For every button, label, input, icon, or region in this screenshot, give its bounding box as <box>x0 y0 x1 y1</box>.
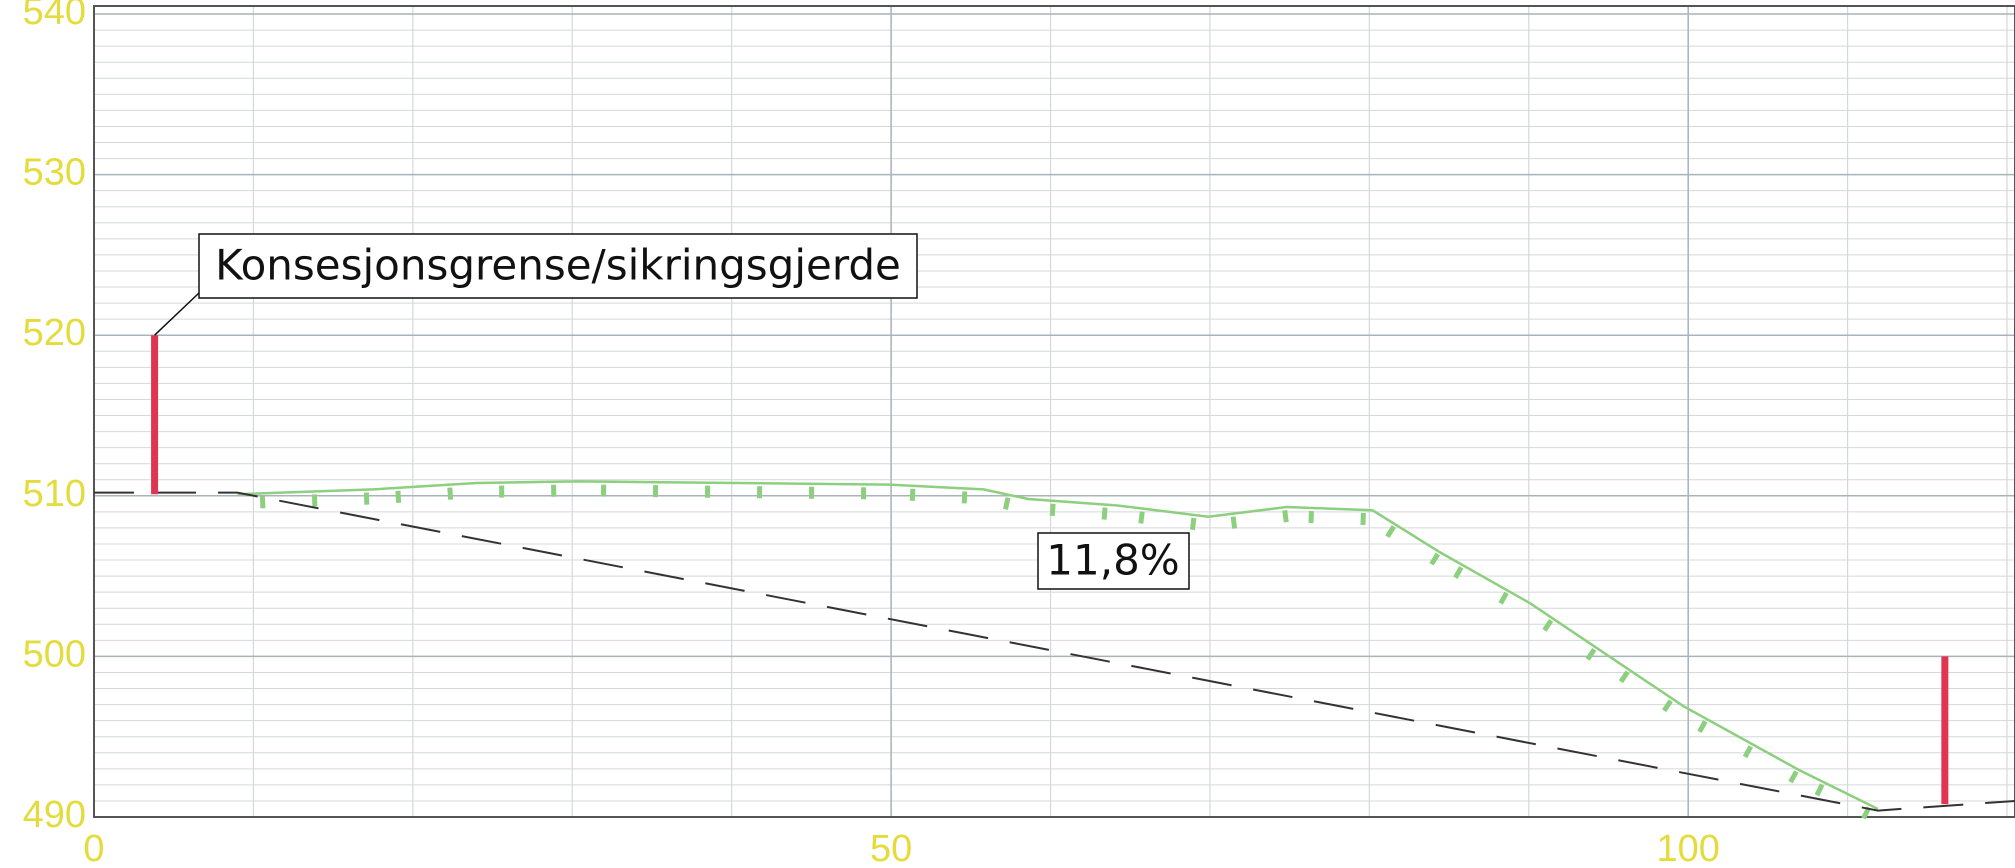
hatch <box>1697 720 1708 733</box>
annotation-box <box>198 233 918 299</box>
hatch <box>961 491 968 504</box>
hatch <box>1189 517 1197 531</box>
hatch <box>1385 525 1396 538</box>
hatch <box>1742 745 1754 759</box>
hatch <box>1618 670 1630 684</box>
hatch <box>1282 509 1289 523</box>
annotation: Konsesjonsgrense/sikringsgjerde <box>215 241 901 290</box>
plot-frame <box>93 5 2015 818</box>
x-tick-label: 0 <box>83 828 104 868</box>
x-tick-label: 100 <box>1656 828 1719 868</box>
annotation: 11,8% <box>1046 536 1179 585</box>
profile-line <box>94 491 2015 812</box>
hatch <box>909 488 916 501</box>
x-tick-label: 50 <box>870 828 912 868</box>
profile-line <box>237 480 1879 811</box>
leader-line <box>154 291 201 336</box>
hatch <box>1542 618 1554 632</box>
hatch <box>395 490 402 503</box>
hatch <box>1662 699 1673 713</box>
hatch <box>1788 770 1799 784</box>
hatch <box>1585 647 1597 661</box>
hatch <box>1049 503 1056 516</box>
annotation-box <box>1037 532 1190 590</box>
hatch <box>1814 783 1825 797</box>
y-tick-label: 540 <box>23 0 86 33</box>
y-tick-label: 500 <box>23 633 86 675</box>
hatch <box>1230 516 1238 529</box>
hatch <box>1101 507 1108 520</box>
y-tick-label: 520 <box>23 312 86 354</box>
y-tick-label: 490 <box>23 794 86 836</box>
hatch <box>1498 591 1509 605</box>
hatch <box>1429 552 1440 566</box>
y-tick-label: 530 <box>23 152 86 194</box>
hatch <box>1453 566 1464 580</box>
hatch <box>1003 497 1011 510</box>
hatch <box>447 487 454 500</box>
hatch <box>1138 511 1145 524</box>
y-tick-label: 510 <box>23 473 86 515</box>
